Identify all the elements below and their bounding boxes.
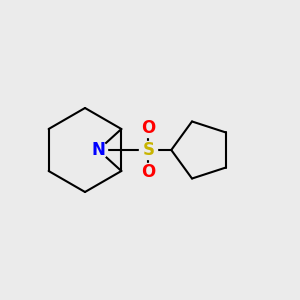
Text: O: O xyxy=(141,119,155,137)
Text: N: N xyxy=(91,141,105,159)
Text: S: S xyxy=(142,141,154,159)
Text: O: O xyxy=(141,163,155,181)
